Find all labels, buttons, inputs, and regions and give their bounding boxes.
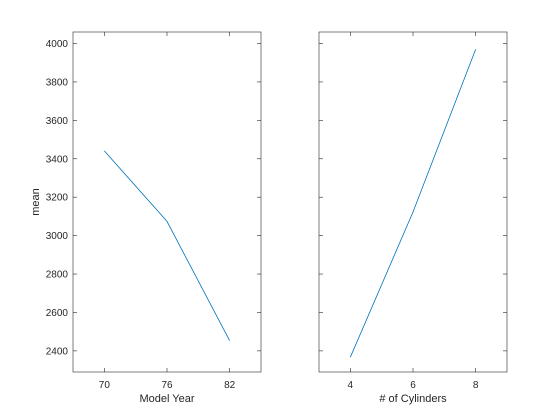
x-axis-label: Model Year xyxy=(139,393,194,405)
left-subplot: 70 76 82 2400 2600 2800 3000 3200 3400 3600 3800 40… xyxy=(30,31,262,405)
y-tick-label: 3200 xyxy=(46,193,69,204)
x-axis-label: # of Cylinders xyxy=(379,393,447,405)
series-line xyxy=(349,49,477,358)
y-tick-label: 2800 xyxy=(46,270,69,281)
y-tick-label: 3800 xyxy=(46,77,69,88)
series-line xyxy=(104,150,231,341)
x-tick-label: 4 xyxy=(348,380,354,391)
y-tick-label: 4000 xyxy=(46,39,69,50)
y-axis-label: mean xyxy=(30,188,42,216)
x-tick-label: 8 xyxy=(473,380,479,391)
y-tick-label: 3400 xyxy=(46,154,69,165)
y-tick-label: 2600 xyxy=(46,308,69,319)
axes-box xyxy=(72,31,262,373)
x-tick-label: 76 xyxy=(161,380,173,391)
x-tick-label: 82 xyxy=(224,380,236,391)
x-tick-label: 70 xyxy=(99,380,111,391)
y-tick-label: 2400 xyxy=(46,346,69,357)
y-tick-label: 3600 xyxy=(46,116,69,127)
x-tick-label: 6 xyxy=(410,380,416,391)
y-tick-label: 3000 xyxy=(46,231,69,242)
right-subplot: 4 6 8 # of Cylinders xyxy=(318,31,508,405)
axes-box xyxy=(318,31,508,373)
